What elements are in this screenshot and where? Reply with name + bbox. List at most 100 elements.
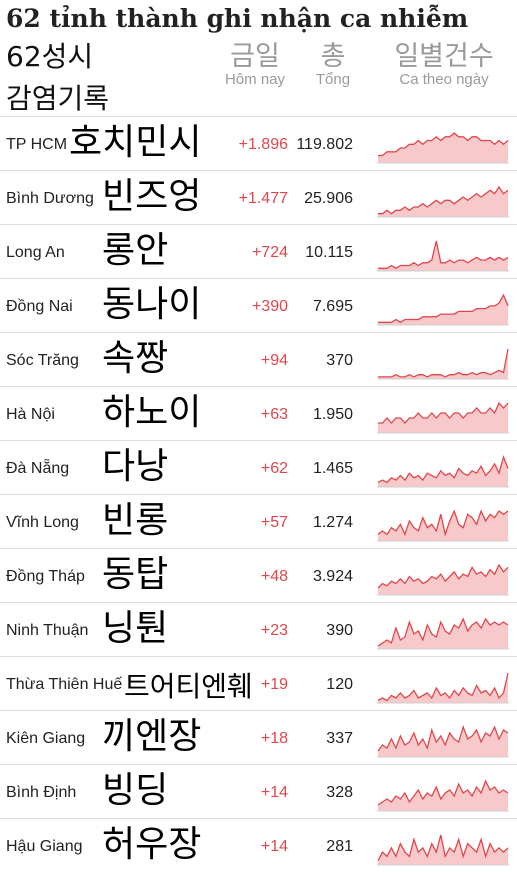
- korean-province-name: 끼엔장: [102, 716, 202, 757]
- daily-cases-sparkline: [377, 293, 509, 326]
- daily-cases-sparkline: [377, 834, 509, 866]
- daily-cases-sparkline: [377, 672, 509, 704]
- today-cases: +1.896: [238, 136, 288, 153]
- today-cases: +390: [251, 298, 288, 315]
- korean-province-name: 빙딩: [102, 770, 169, 811]
- daily-cases-sparkline: [377, 185, 509, 218]
- sparkline-area: [378, 457, 508, 487]
- korean-province-name: 빈즈엉: [102, 176, 202, 217]
- daily-cases-sparkline: [377, 779, 509, 812]
- table-row: Hậu Giang +14 281 허우장: [0, 818, 517, 873]
- total-cases: 120: [326, 676, 353, 693]
- province-name: Bình Định: [6, 784, 77, 801]
- province-name: Đồng Tháp: [6, 568, 85, 585]
- total-cases: 370: [326, 352, 353, 369]
- today-cases: +18: [260, 730, 288, 747]
- chart-title: 62 tỉnh thành ghi nhận ca nhiễm: [6, 4, 469, 33]
- today-cases: +63: [260, 406, 288, 423]
- column-header-today-korean: 금일: [230, 41, 280, 72]
- table-row: Long An +724 10.115 롱안: [0, 224, 517, 279]
- table-row: Đồng Tháp +48 3.924 동탑: [0, 548, 517, 603]
- daily-cases-sparkline: [377, 454, 509, 488]
- korean-province-name: 롱안: [102, 230, 169, 271]
- table-row: Đồng Nai +390 7.695 동나이: [0, 278, 517, 333]
- korean-title-line-1: 62성시: [6, 40, 94, 73]
- total-cases: 337: [326, 730, 353, 747]
- province-name: Bình Dương: [6, 190, 94, 207]
- total-cases: 119.802: [296, 136, 353, 153]
- sparkline-line: [377, 779, 509, 806]
- sparkline-area: [378, 295, 508, 325]
- sparkline-line: [377, 672, 509, 702]
- total-cases: 1.274: [312, 514, 353, 531]
- korean-province-name: 호치민시: [69, 122, 202, 163]
- total-cases: 7.695: [312, 298, 353, 315]
- sparkline-line: [378, 348, 509, 378]
- sparkline-line: [377, 834, 509, 862]
- sparkline-area: [378, 403, 508, 433]
- column-header-total-korean: 총: [320, 41, 346, 72]
- column-header-total: 총 Tổng: [300, 42, 366, 88]
- table-row: Bình Dương +1.477 25.906 빈즈엉: [0, 170, 517, 225]
- column-header-daily: 일별건수 Ca theo ngày: [376, 42, 512, 88]
- korean-title-line-2: 감염기록: [6, 82, 110, 115]
- sparkline-area: [378, 727, 508, 757]
- table-row: Sóc Trăng +94 370 속짱: [0, 332, 517, 387]
- today-cases: +48: [260, 568, 288, 585]
- sparkline-area: [378, 241, 508, 271]
- total-cases: 1.465: [312, 460, 353, 477]
- column-header-daily-label: Ca theo ngày: [399, 71, 489, 88]
- province-name: Đồng Nai: [6, 298, 73, 315]
- province-name: Thừa Thiên Huế: [6, 676, 123, 693]
- total-cases: 1.950: [312, 406, 353, 423]
- total-cases: 25.906: [304, 190, 353, 207]
- sparkline-area: [378, 673, 508, 703]
- daily-cases-sparkline: [377, 240, 509, 272]
- korean-province-name: 동나이: [102, 284, 202, 325]
- sparkline-line: [377, 454, 509, 484]
- sparkline-line: [378, 401, 509, 424]
- today-cases: +23: [260, 622, 288, 639]
- today-cases: +94: [260, 352, 288, 369]
- daily-cases-sparkline: [377, 563, 509, 596]
- today-cases: +724: [251, 244, 288, 261]
- total-cases: 10.115: [305, 244, 353, 261]
- today-cases: +1.477: [238, 190, 288, 207]
- province-name: Vĩnh Long: [6, 514, 79, 531]
- province-name: Sóc Trăng: [6, 352, 79, 369]
- today-cases: +62: [260, 460, 288, 477]
- daily-cases-sparkline: [377, 132, 509, 164]
- sparkline-area: [378, 835, 508, 865]
- table-row: Đà Nẵng +62 1.465 다낭: [0, 440, 517, 495]
- korean-province-name: 속짱: [102, 338, 169, 379]
- total-cases: 3.924: [312, 568, 353, 585]
- today-cases: +14: [260, 784, 288, 801]
- korean-province-name: 빈롱: [102, 500, 169, 541]
- korean-province-name: 닝퉌: [102, 608, 169, 649]
- table-row: Hà Nội +63 1.950 하노이: [0, 386, 517, 441]
- daily-cases-sparkline: [377, 509, 509, 542]
- today-cases: +19: [260, 676, 288, 693]
- table-row: TP HCM +1.896 119.802 호치민시: [0, 116, 517, 171]
- province-name: Kiên Giang: [6, 730, 86, 747]
- daily-cases-sparkline: [377, 401, 509, 434]
- column-header-today-label: Hôm nay: [224, 71, 286, 88]
- sparkline-line: [378, 293, 509, 324]
- daily-cases-sparkline: [377, 724, 509, 758]
- sparkline-line: [377, 724, 509, 752]
- sparkline-line: [377, 617, 509, 647]
- table-row: Thừa Thiên Huế +19 120 트어티엔훼: [0, 656, 517, 711]
- table-row: Vĩnh Long +57 1.274 빈롱: [0, 494, 517, 549]
- column-header-total-label: Tổng: [315, 71, 351, 88]
- sparkline-line: [377, 509, 509, 537]
- table-row: Kiên Giang +18 337 끼엔장: [0, 710, 517, 765]
- province-name: Ninh Thuận: [6, 622, 89, 639]
- table-row: Bình Định +14 328 빙딩: [0, 764, 517, 819]
- korean-province-name: 동탑: [102, 554, 169, 595]
- sparkline-line: [378, 240, 509, 270]
- korean-province-name: 허우장: [102, 824, 202, 865]
- province-name: Long An: [6, 244, 65, 261]
- column-header-today: 금일 Hôm nay: [212, 42, 298, 88]
- province-name: TP HCM: [6, 136, 68, 153]
- sparkline-area: [378, 349, 508, 379]
